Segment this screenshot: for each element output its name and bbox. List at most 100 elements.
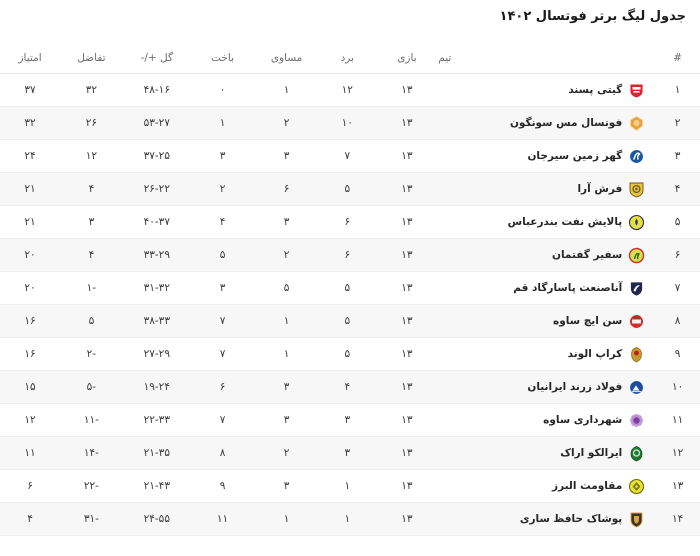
farsh-ara-crest (629, 182, 644, 197)
cell-points: ۳۲ (0, 106, 61, 140)
cell-diff: ۴ (60, 172, 123, 206)
column-header-points[interactable]: امتیاز (0, 46, 61, 74)
team-name: گهر زمین سیرجان (527, 150, 623, 162)
gohar-zamin-crest (629, 148, 645, 164)
column-header-team[interactable]: تیم (438, 46, 656, 74)
cell-goals: ۲۲-۳۳ (122, 403, 191, 437)
column-header-draws[interactable]: مساوی (254, 46, 319, 74)
cell-points: ۱۱ (0, 436, 61, 470)
cell-wins: ۱ (318, 469, 376, 503)
column-header-diff[interactable]: تفاضل (60, 46, 123, 74)
mes-sungun-crest (630, 115, 644, 131)
ana-sanat-crest (630, 281, 644, 296)
cell-points: ۲۱ (0, 172, 61, 206)
cell-points: ۶ (0, 469, 61, 503)
cell-draws: ۳ (254, 370, 319, 404)
cell-team: فولاد زرند ایرانیان (438, 370, 656, 404)
table-row[interactable]: ۱۱ شهرداری ساوه ۱۳ ۳ ۳ ۷ ۲۲-۳۳ -۱۱ ۱۲ (0, 403, 700, 437)
cell-draws: ۱ (254, 502, 319, 536)
column-header-goals[interactable]: گل +/- (122, 46, 191, 74)
cell-games: ۱۳ (375, 469, 439, 503)
cell-points: ۳۷ (0, 73, 61, 107)
poushak-hafez-crest (630, 512, 643, 527)
table-row[interactable]: ۲ فوتسال مس سونگون ۱۳ ۱۰ ۲ ۱ ۵۳-۲۷ ۲۶ ۳۲ (0, 106, 700, 140)
cell-losses: ۳ (190, 271, 255, 305)
cell-diff: -۱۱ (60, 403, 123, 437)
cell-team: سن ایچ ساوه (438, 304, 656, 338)
crop-alvand-crest (631, 346, 643, 362)
cell-goals: ۲۱-۳۵ (122, 436, 191, 470)
cell-draws: ۶ (254, 172, 319, 206)
cell-rank: ۷ (655, 271, 700, 305)
column-header-rank[interactable]: # (655, 46, 700, 74)
cell-losses: ۸ (190, 436, 255, 470)
cell-games: ۱۳ (375, 238, 439, 272)
cell-games: ۱۳ (375, 304, 439, 338)
cell-points: ۴ (0, 502, 61, 536)
table-row[interactable]: ۱۰ فولاد زرند ایرانیان ۱۳ ۴ ۳ ۶ ۱۹-۲۴ -۵ ۱۵ (0, 370, 700, 404)
team-name: گیتی پسند (568, 84, 623, 96)
table-body: ۱ گیتی پسند ۱۳ ۱۲ ۱ ۰ ۴۸-۱۶ ۳۲ ۳۷ ۲ فوتسال مس سونگ… (0, 73, 700, 536)
table-row[interactable]: ۶ سفیر گفتمان ۱۳ ۶ ۲ ۵ ۳۳-۲۹ ۴ ۲۰ (0, 238, 700, 272)
cell-rank: ۱۱ (655, 403, 700, 437)
cell-rank: ۹ (655, 337, 700, 371)
cell-team: گهر زمین سیرجان (438, 139, 656, 173)
team-name: ایرالکو اراک (560, 447, 623, 459)
team-name: پالایش نفت بندرعباس (507, 216, 623, 228)
cell-diff: -۲۲ (60, 469, 123, 503)
giti-pasand-crest (629, 83, 644, 98)
cell-losses: ۹ (190, 469, 255, 503)
cell-diff: -۱ (60, 271, 123, 305)
cell-team: فوتسال مس سونگون (438, 106, 656, 140)
cell-losses: ۱ (190, 106, 255, 140)
team-name: مقاومت البرز (552, 480, 623, 492)
cell-points: ۱۶ (0, 304, 61, 338)
cell-diff: ۵ (60, 304, 123, 338)
cell-diff: ۳ (60, 205, 123, 239)
team-name: فوتسال مس سونگون (509, 117, 623, 129)
cell-losses: ۲ (190, 172, 255, 206)
cell-goals: ۲۶-۲۲ (122, 172, 191, 206)
table-row[interactable]: ۵ پالایش نفت بندرعباس ۱۳ ۶ ۳ ۴ ۴۰-۳۷ ۳ ۲۱ (0, 205, 700, 239)
column-header-games[interactable]: بازی (375, 46, 439, 74)
table-row[interactable]: ۱۴ پوشاک حافظ ساری ۱۳ ۱ ۱ ۱۱ ۲۴-۵۵ -۳۱ ۴ (0, 502, 700, 536)
cell-games: ۱۳ (375, 436, 439, 470)
cell-draws: ۵ (254, 271, 319, 305)
table-row[interactable]: ۸ سن ایچ ساوه ۱۳ ۵ ۱ ۷ ۳۸-۳۳ ۵ ۱۶ (0, 304, 700, 338)
cell-goals: ۱۹-۲۴ (122, 370, 191, 404)
moghavemat-alborz-crest (629, 478, 645, 494)
cell-diff: -۵ (60, 370, 123, 404)
cell-games: ۱۳ (375, 403, 439, 437)
table-row[interactable]: ۴ فرش آرا ۱۳ ۵ ۶ ۲ ۲۶-۲۲ ۴ ۲۱ (0, 172, 700, 206)
cell-games: ۱۳ (375, 106, 439, 140)
cell-losses: ۶ (190, 370, 255, 404)
cell-goals: ۴۰-۳۷ (122, 205, 191, 239)
table-row[interactable]: ۷ آناصنعت پاسارگاد قم ۱۳ ۵ ۵ ۳ ۳۱-۳۲ -۱ ۲۰ (0, 271, 700, 305)
cell-losses: ۵ (190, 238, 255, 272)
column-header-wins[interactable]: برد (318, 46, 376, 74)
header-row: # تیم بازی برد مساوی باخت گل +/- تفاضل ا… (0, 46, 700, 74)
cell-wins: ۱۰ (318, 106, 376, 140)
table-row[interactable]: ۹ کراپ الوند ۱۳ ۵ ۱ ۷ ۲۷-۲۹ -۲ ۱۶ (0, 337, 700, 371)
cell-rank: ۵ (655, 205, 700, 239)
cell-rank: ۴ (655, 172, 700, 206)
shahrdari-saveh-crest (630, 413, 644, 427)
cell-games: ۱۳ (375, 73, 439, 107)
column-header-losses[interactable]: باخت (190, 46, 255, 74)
cell-wins: ۵ (318, 304, 376, 338)
cell-rank: ۱۴ (655, 502, 700, 536)
team-name: کراپ الوند (567, 348, 623, 360)
cell-points: ۱۶ (0, 337, 61, 371)
team-name: پوشاک حافظ ساری (519, 513, 623, 525)
cell-draws: ۲ (254, 238, 319, 272)
cell-team: ایرالکو اراک (438, 436, 656, 470)
table-row[interactable]: ۱۲ ایرالکو اراک ۱۳ ۳ ۲ ۸ ۲۱-۳۵ -۱۴ ۱۱ (0, 436, 700, 470)
team-name: شهرداری ساوه (543, 414, 623, 426)
table-row[interactable]: ۱ گیتی پسند ۱۳ ۱۲ ۱ ۰ ۴۸-۱۶ ۳۲ ۳۷ (0, 73, 700, 107)
table-row[interactable]: ۱۳ مقاومت البرز ۱۳ ۱ ۳ ۹ ۲۱-۴۳ -۲۲ ۶ (0, 469, 700, 503)
foolad-zarand-crest (629, 379, 645, 395)
team-name: سفیر گفتمان (552, 249, 623, 261)
table-row[interactable]: ۳ گهر زمین سیرجان ۱۳ ۷ ۳ ۳ ۳۷-۲۵ ۱۲ ۲۴ (0, 139, 700, 173)
cell-goals: ۴۸-۱۶ (122, 73, 191, 107)
cell-wins: ۱۲ (318, 73, 376, 107)
